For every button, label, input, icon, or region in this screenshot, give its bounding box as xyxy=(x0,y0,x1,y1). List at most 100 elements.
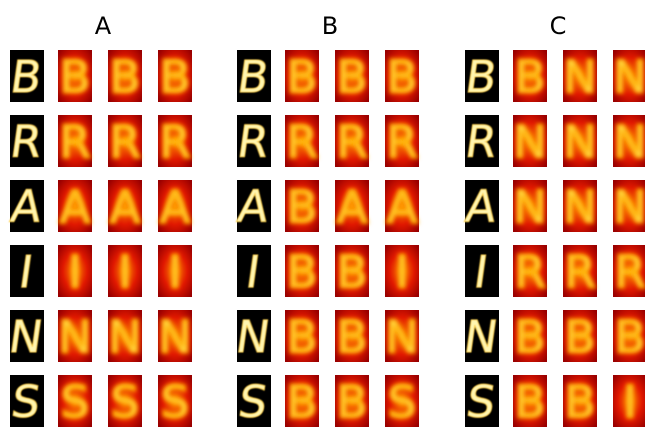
output-letter: B xyxy=(515,312,545,363)
output-letter: B xyxy=(287,247,317,298)
output-letter: S xyxy=(61,377,89,428)
output-letter: R xyxy=(60,117,91,168)
output-letter: N xyxy=(614,117,645,168)
output-tile: A xyxy=(108,180,142,233)
output-tile: B xyxy=(335,310,369,363)
output-tile: B xyxy=(335,50,369,103)
output-letter: B xyxy=(110,52,140,103)
output-tile: B xyxy=(285,375,319,428)
output-tile: N xyxy=(613,115,645,168)
output-tile: N xyxy=(58,310,92,363)
output-letter: B xyxy=(515,377,545,428)
output-letter: A xyxy=(160,182,190,233)
output-letter: A xyxy=(387,182,417,233)
output-letter: B xyxy=(515,52,545,103)
output-tile: R xyxy=(563,245,597,298)
panel-title: B xyxy=(322,12,338,40)
output-tile: B xyxy=(513,50,547,103)
output-tile: B xyxy=(513,310,547,363)
output-tile: A xyxy=(58,180,92,233)
output-tile: S xyxy=(158,375,192,428)
output-tile: N xyxy=(613,180,645,233)
output-tile: B xyxy=(563,375,597,428)
output-tile: R xyxy=(158,115,192,168)
output-letter: I xyxy=(119,247,132,298)
output-letter: I xyxy=(69,247,82,298)
output-tile: R xyxy=(335,115,369,168)
output-tile: I xyxy=(613,375,645,428)
output-letter: N xyxy=(386,312,419,363)
output-tile: N xyxy=(513,180,547,233)
output-tile: I xyxy=(158,245,192,298)
output-letter: N xyxy=(614,52,645,103)
output-tile: B xyxy=(385,50,419,103)
output-letter: B xyxy=(337,377,367,428)
output-tile: B xyxy=(285,50,319,103)
output-tile: A xyxy=(335,180,369,233)
output-tile: N xyxy=(513,115,547,168)
output-tile: R xyxy=(385,115,419,168)
output-letter: N xyxy=(514,117,547,168)
output-tile: A xyxy=(158,180,192,233)
output-letter: B xyxy=(565,312,595,363)
output-letter: S xyxy=(111,377,139,428)
output-tile: N xyxy=(563,115,597,168)
output-letter: B xyxy=(337,312,367,363)
output-tile: B xyxy=(563,310,597,363)
output-letter: N xyxy=(109,312,142,363)
output-tile: B xyxy=(335,375,369,428)
output-tile: N xyxy=(563,50,597,103)
output-letter: A xyxy=(60,182,90,233)
output-tile: I xyxy=(385,245,419,298)
output-letter: B xyxy=(565,377,595,428)
output-letter: N xyxy=(514,182,547,233)
output-letter: B xyxy=(387,52,417,103)
output-tile: B xyxy=(285,310,319,363)
output-letter: A xyxy=(337,182,367,233)
output-letter: N xyxy=(564,117,597,168)
output-tile: B xyxy=(335,245,369,298)
output-tile: R xyxy=(108,115,142,168)
output-tile: R xyxy=(285,115,319,168)
output-letter: B xyxy=(287,312,317,363)
output-tile: B xyxy=(158,50,192,103)
output-letter: B xyxy=(60,52,90,103)
output-tile: N xyxy=(108,310,142,363)
output-letter: N xyxy=(159,312,192,363)
output-tile: B xyxy=(613,310,645,363)
output-tile: S xyxy=(108,375,142,428)
output-tile: B xyxy=(58,50,92,103)
panel-title: A xyxy=(95,12,112,40)
panel-title: C xyxy=(550,12,567,40)
output-tile: R xyxy=(613,245,645,298)
output-tile: S xyxy=(58,375,92,428)
output-letter: B xyxy=(160,52,190,103)
output-tile: R xyxy=(513,245,547,298)
output-letter: B xyxy=(287,377,317,428)
output-letter: R xyxy=(337,117,368,168)
output-letter: B xyxy=(615,312,645,363)
output-letter: R xyxy=(110,117,141,168)
output-tile: A xyxy=(385,180,419,233)
output-tile: N xyxy=(385,310,419,363)
output-letter: S xyxy=(161,377,189,428)
output-letter: B xyxy=(337,247,367,298)
output-letter: N xyxy=(564,182,597,233)
output-tile: R xyxy=(58,115,92,168)
figure: ABBBBRRRRAAAAIIIINNNNSSSSBBBBBRRRRABAAIB… xyxy=(0,0,645,438)
output-tile: B xyxy=(513,375,547,428)
output-letter: R xyxy=(615,247,645,298)
output-tile: I xyxy=(108,245,142,298)
output-letter: B xyxy=(287,52,317,103)
output-tile: B xyxy=(285,245,319,298)
output-letter: N xyxy=(614,182,645,233)
output-tile: I xyxy=(58,245,92,298)
output-letter: N xyxy=(564,52,597,103)
output-letter: B xyxy=(287,182,317,233)
output-letter: R xyxy=(287,117,318,168)
output-tile: S xyxy=(385,375,419,428)
output-letter: R xyxy=(565,247,596,298)
output-letter: I xyxy=(396,247,409,298)
output-letter: B xyxy=(337,52,367,103)
output-tile: N xyxy=(563,180,597,233)
